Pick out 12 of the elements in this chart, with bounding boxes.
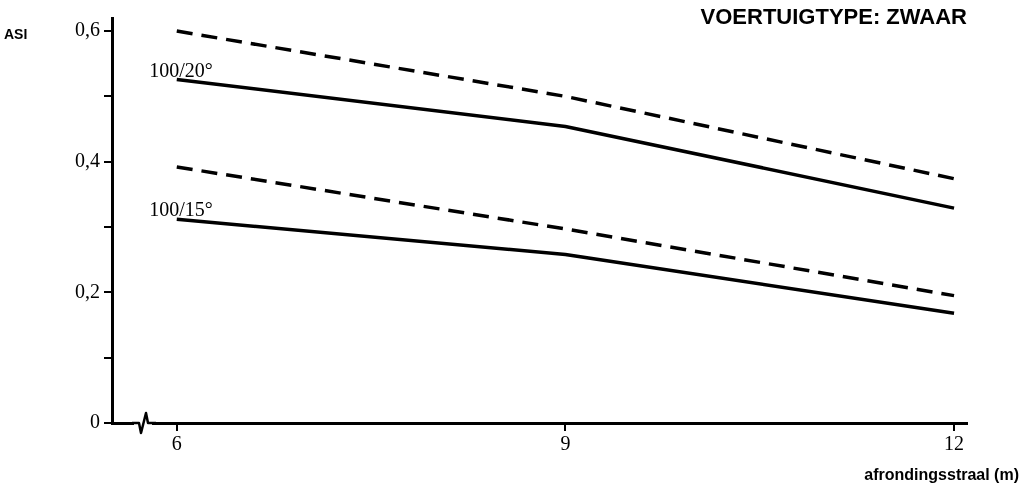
x-tick-label: 6 [171,432,182,455]
annotation: 100/20° [149,58,213,81]
y-tick-label: 0 [90,410,100,433]
y-axis-title: ASI [4,26,28,42]
annotation: 100/15° [149,198,213,221]
chart-title: VOERTUIGTYPE: ZWAAR [700,4,967,30]
x-tick-label: 12 [944,432,965,455]
y-tick-label: 0,6 [75,18,100,41]
y-tick-label: 0,4 [75,148,100,171]
x-axis-title: afrondingsstraal (m) [864,466,1019,484]
x-tick-label: 9 [560,432,571,455]
y-tick-label: 0,2 [75,279,100,302]
